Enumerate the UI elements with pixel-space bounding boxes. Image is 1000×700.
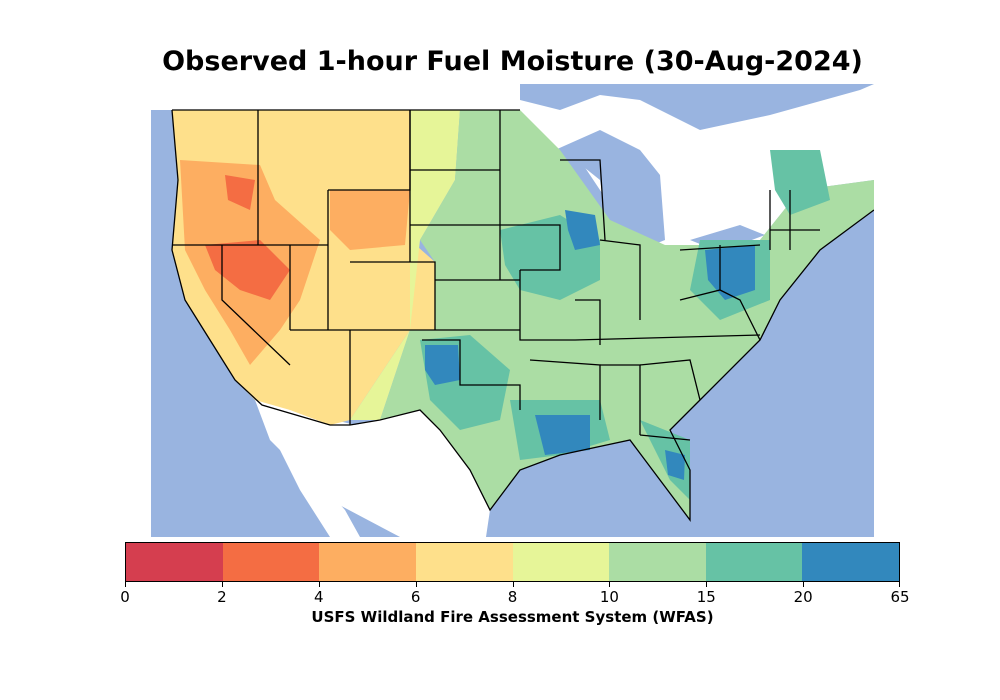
colorbar-tick-label: 6 [410, 588, 421, 606]
colorbar-tick-label: 10 [599, 588, 619, 606]
colorbar [125, 542, 900, 582]
central-east-moist [380, 110, 874, 520]
colorbar-tick [125, 582, 126, 587]
us-outline [171, 109, 874, 522]
colorbar-tick-label: 15 [696, 588, 716, 606]
colorbar-segment [705, 543, 803, 581]
colorbar-label: USFS Wildland Fire Assessment System (WF… [311, 608, 714, 626]
colorbar-segment [512, 543, 610, 581]
baja-land [262, 405, 360, 537]
colorbar-segment [222, 543, 320, 581]
colorbar-tick [415, 582, 417, 587]
colorbar-tick-label: 2 [217, 588, 227, 606]
colorbar-segment [802, 543, 899, 581]
mexico-land [255, 400, 490, 537]
colorbar-tick [803, 582, 805, 587]
colorbar-tick [512, 582, 514, 587]
colorbar-tick [609, 582, 611, 587]
state-boundaries [172, 109, 820, 441]
canada-land [151, 84, 874, 255]
colorbar-ticks: 0 2 4 6 8 10 15 20 65 [120, 582, 910, 612]
colorbar-tick-label: 4 [313, 588, 324, 606]
colorbar-tick [318, 582, 320, 587]
colorbar-segment [415, 543, 513, 581]
colorbar-tick-label: 0 [120, 588, 130, 606]
colorbar-tick [706, 582, 708, 587]
fuel-moisture-map [151, 84, 874, 537]
colorbar-tick-label: 65 [890, 588, 910, 606]
plains-transition [350, 110, 460, 420]
colorbar-segment [609, 543, 706, 581]
colorbar-tick [221, 582, 223, 587]
colorbar-tick-label: 8 [507, 588, 518, 606]
map-title: Observed 1-hour Fuel Moisture (30-Aug-20… [162, 46, 863, 77]
colorbar-tick-label: 20 [793, 588, 813, 606]
colorbar-segment [126, 543, 223, 581]
colorbar-segment [319, 543, 416, 581]
colorbar-tick [899, 582, 900, 587]
